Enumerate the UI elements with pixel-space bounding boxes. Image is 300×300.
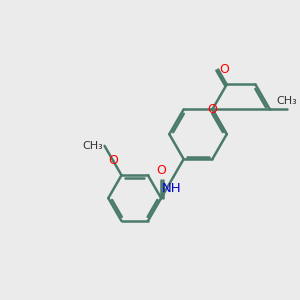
Text: NH: NH (162, 182, 182, 195)
Text: O: O (207, 103, 217, 116)
Text: O: O (108, 154, 118, 167)
Text: CH₃: CH₃ (82, 141, 103, 151)
Text: O: O (156, 164, 166, 177)
Text: O: O (220, 63, 230, 76)
Text: CH₃: CH₃ (277, 96, 297, 106)
